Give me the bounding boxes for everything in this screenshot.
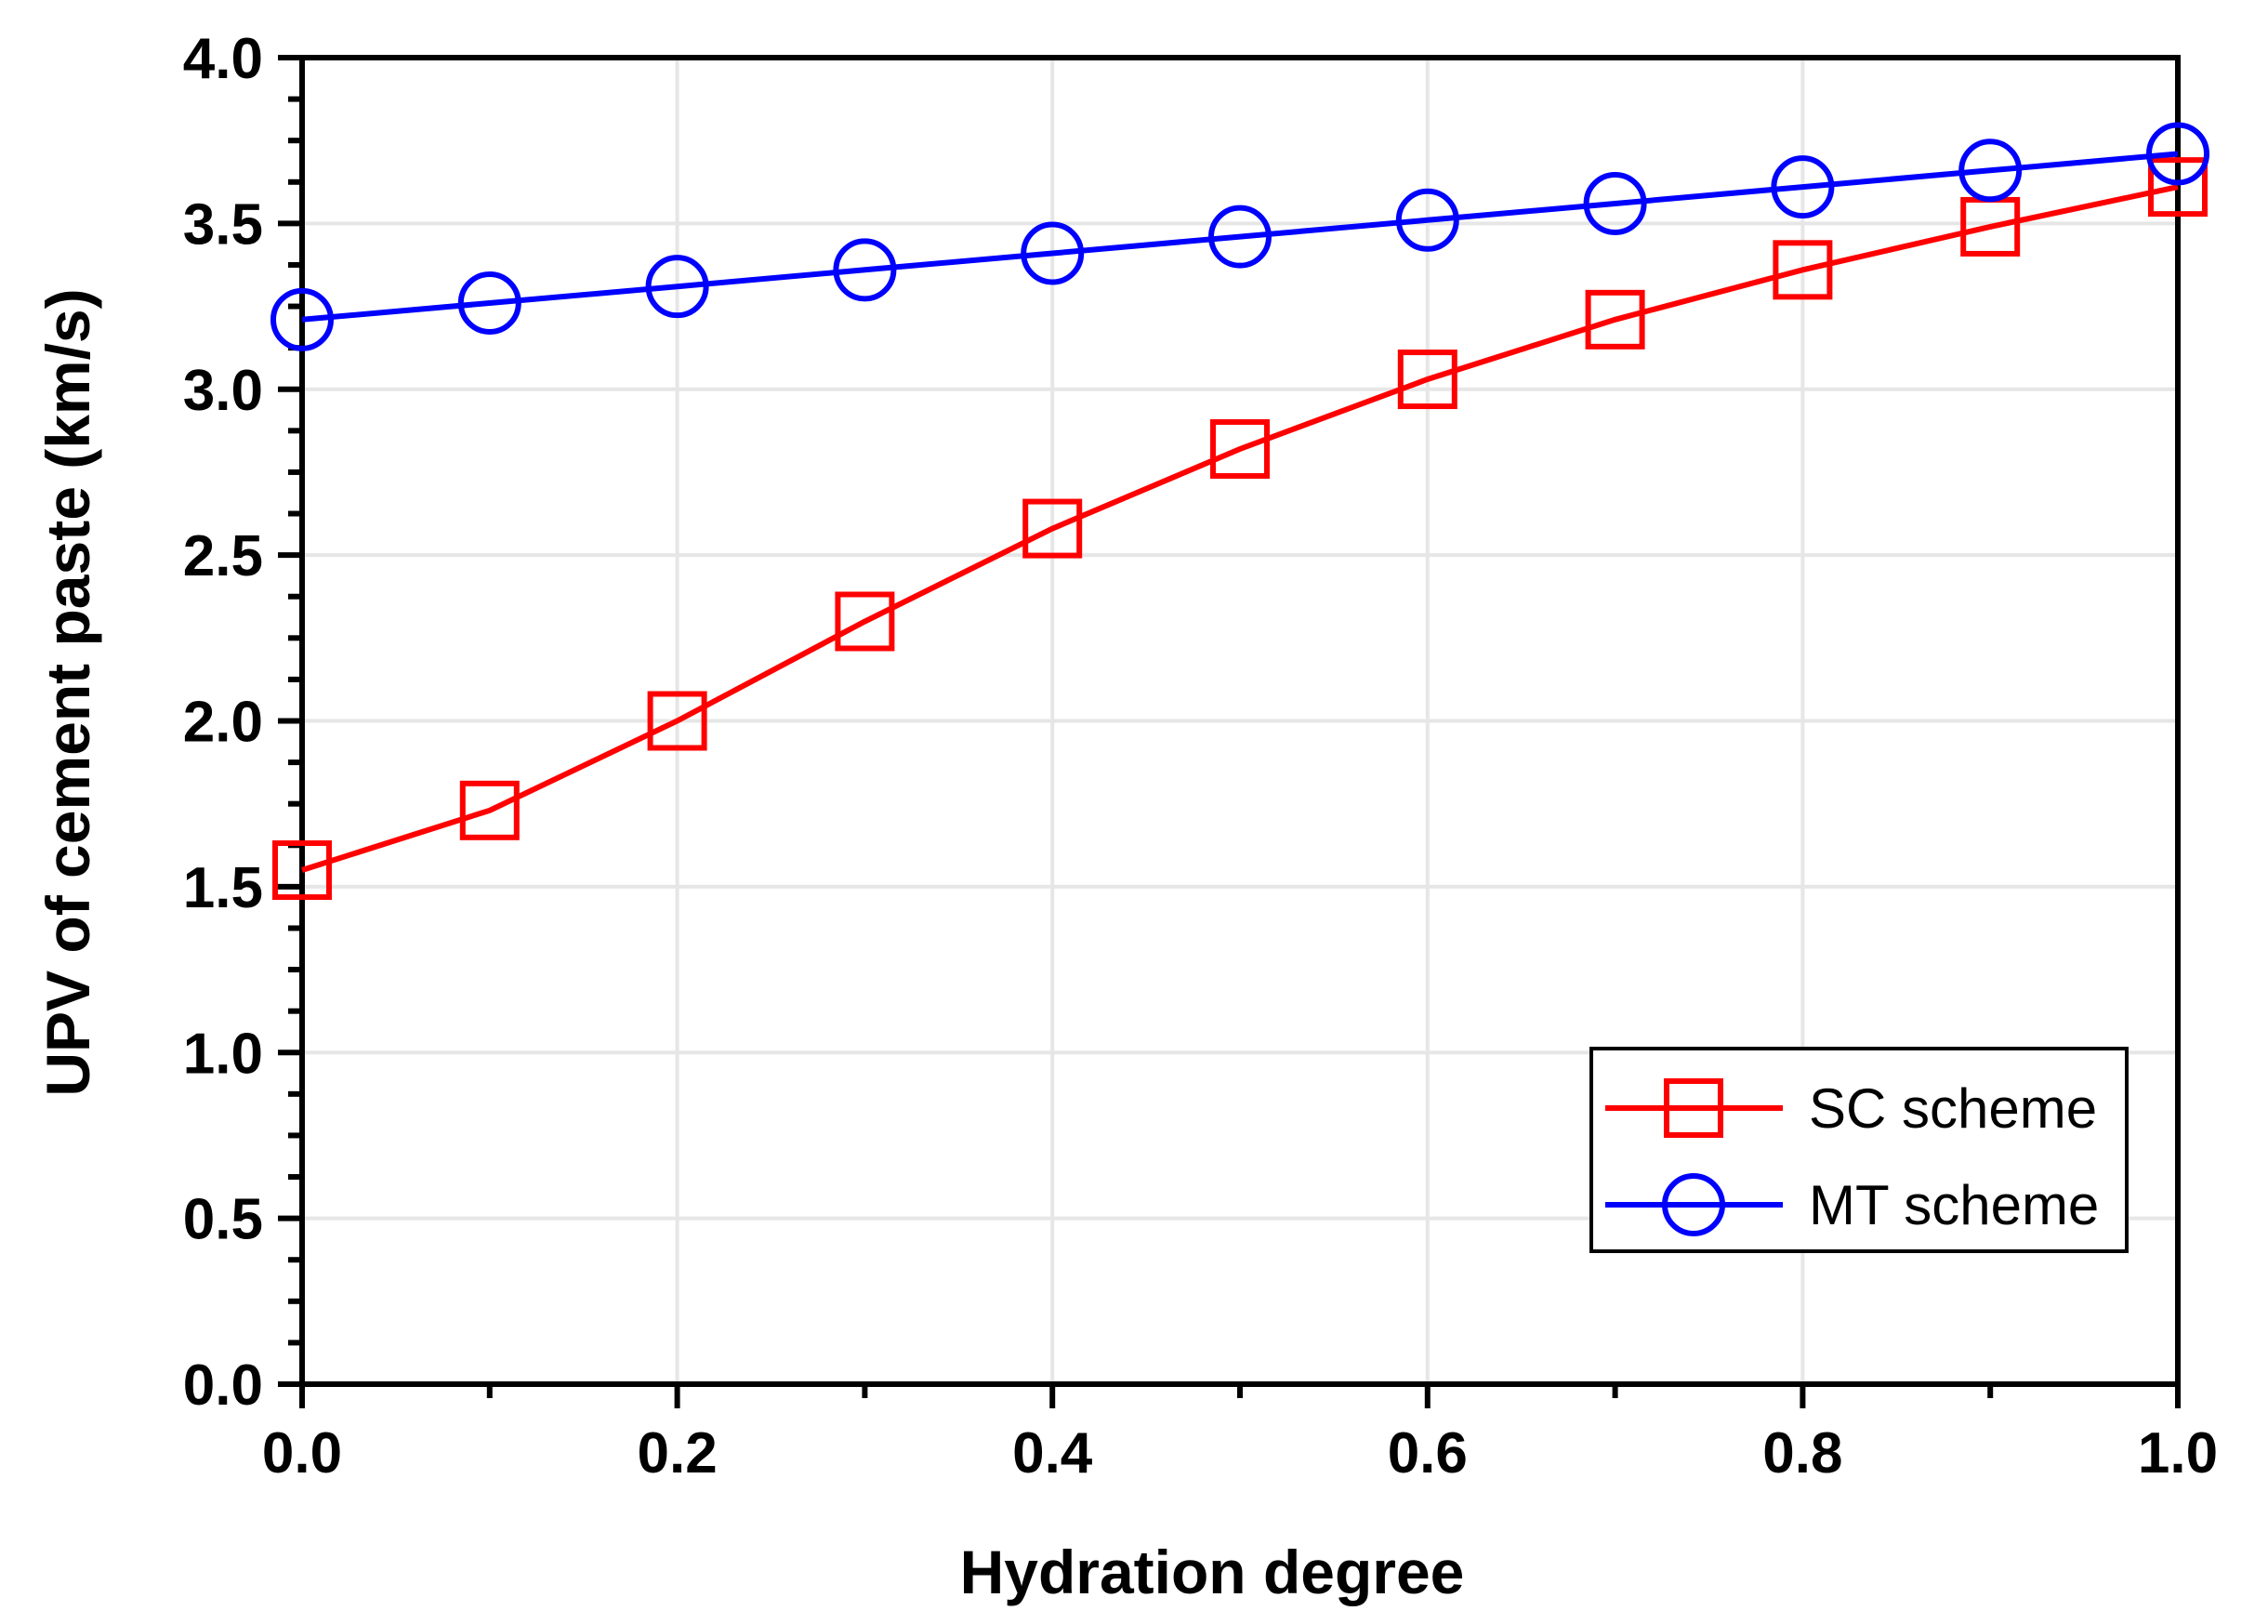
- y-tick-label: 2.5: [183, 524, 263, 588]
- y-tick-label: 1.5: [183, 856, 263, 920]
- axes: [278, 55, 2181, 1408]
- data-point-square: [459, 780, 520, 840]
- data-point-circle: [1208, 205, 1272, 269]
- data-series: [270, 122, 2209, 901]
- data-point-circle: [457, 271, 521, 335]
- legend-label: MT scheme: [1809, 1174, 2099, 1236]
- x-tick-label: 1.0: [2138, 1421, 2218, 1485]
- grid-lines: [302, 58, 2178, 1384]
- y-axis-title: UPV of cement paste (km/s): [33, 288, 102, 1096]
- data-point-square: [2148, 157, 2208, 218]
- data-point-circle: [645, 255, 709, 319]
- x-tick-label: 0.4: [1012, 1421, 1093, 1485]
- data-point-circle: [2146, 122, 2209, 186]
- y-tick-label: 4.0: [183, 27, 263, 91]
- legend-marker-square: [1664, 1078, 1723, 1138]
- x-tick-label: 0.6: [1388, 1421, 1468, 1485]
- x-axis-title: Hydration degree: [960, 1538, 1465, 1606]
- data-point-square: [272, 840, 332, 901]
- x-tick-label: 0.0: [262, 1421, 342, 1485]
- data-point-circle: [270, 287, 334, 351]
- series-line: [301, 184, 2179, 873]
- y-tick-label: 2.0: [183, 691, 263, 755]
- legend-marker-circle: [1662, 1173, 1725, 1236]
- data-point-square: [1022, 498, 1083, 559]
- data-point-square: [1210, 418, 1270, 479]
- tick-labels: 0.0 0.2 0.4 0.6 0.8 1.0 0.0 0.5 1.0 1.5 2.0 2.5 3.0 3…: [183, 27, 2218, 1485]
- data-point-circle: [1583, 171, 1647, 235]
- y-tick-label: 3.5: [183, 192, 263, 257]
- x-tick-label: 0.2: [637, 1421, 717, 1485]
- data-point-square: [1397, 350, 1457, 410]
- data-point-circle: [1958, 139, 2023, 203]
- y-tick-label: 3.0: [183, 359, 263, 423]
- y-tick-label: 0.0: [183, 1353, 263, 1418]
- legend: SC scheme MT scheme: [1589, 1047, 2129, 1253]
- data-point-circle: [1021, 221, 1085, 285]
- data-point-square: [647, 691, 707, 751]
- data-point-square: [1773, 240, 1833, 300]
- data-point-square: [835, 591, 895, 652]
- data-point-circle: [1395, 188, 1459, 252]
- data-point-square: [1585, 289, 1645, 350]
- legend-label: SC scheme: [1809, 1077, 2097, 1140]
- y-tick-label: 0.5: [183, 1188, 263, 1252]
- y-tick-label: 1.0: [183, 1022, 263, 1086]
- legend-items: SC scheme MT scheme: [1605, 1077, 2099, 1236]
- data-point-circle: [833, 238, 897, 302]
- data-point-circle: [1771, 155, 1835, 219]
- x-tick-label: 0.8: [1762, 1421, 1842, 1485]
- series-line: [301, 151, 2179, 323]
